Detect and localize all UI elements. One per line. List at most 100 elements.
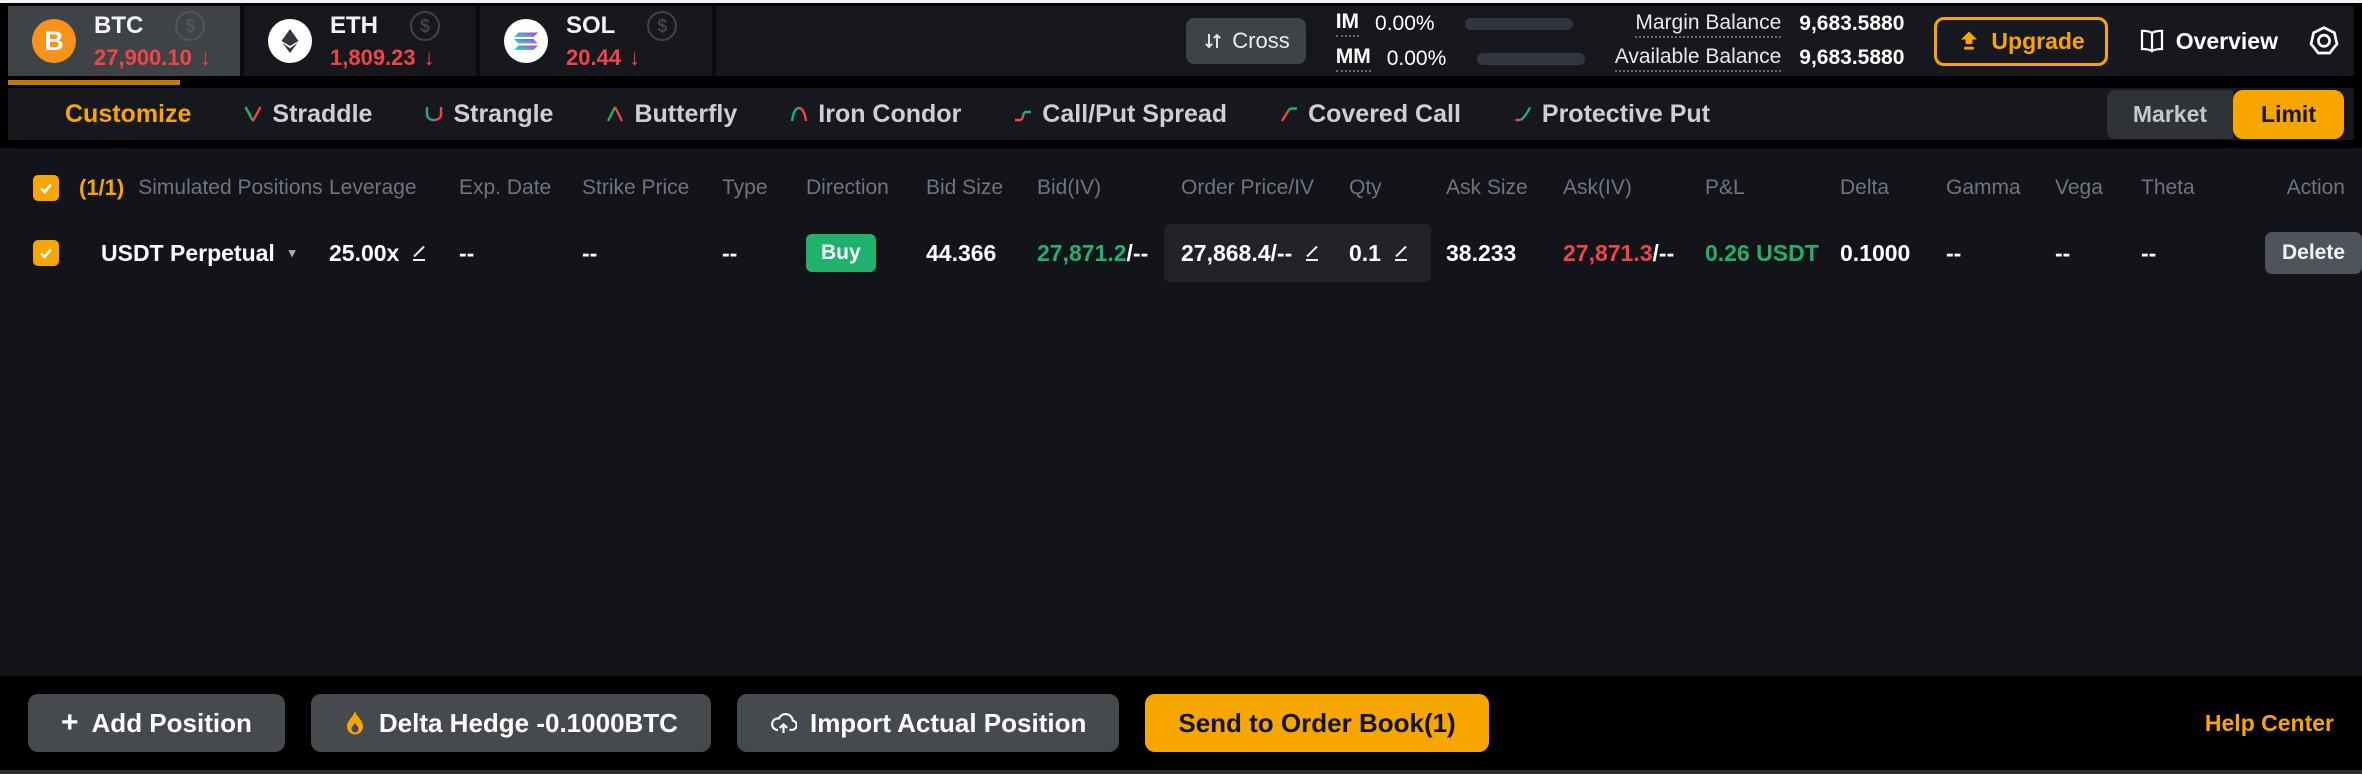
active-ticker-indicator xyxy=(8,80,180,85)
ticker-price: 20.44 xyxy=(566,45,622,70)
mm-label: MM xyxy=(1335,45,1371,72)
straddle-icon xyxy=(244,106,262,122)
edit-icon[interactable] xyxy=(409,243,429,263)
ticker-price: 27,900.10 xyxy=(94,45,192,70)
cell-leverage: 25.00x xyxy=(329,239,400,266)
margin-balance-label: Margin Balance xyxy=(1635,11,1782,38)
upgrade-button[interactable]: Upgrade xyxy=(1934,16,2108,66)
row-checkbox[interactable] xyxy=(33,240,59,266)
table-row: USDT Perpetual ▾ 25.00x -- -- -- Buy 44.… xyxy=(0,224,2362,282)
check-icon xyxy=(40,248,52,259)
overview-button[interactable]: Overview xyxy=(2138,28,2278,55)
import-actual-position-button[interactable]: Import Actual Position xyxy=(736,694,1120,752)
edit-icon[interactable] xyxy=(1302,243,1322,263)
order-type-toggle: Market Limit xyxy=(2106,89,2344,139)
header-type: Type xyxy=(722,176,768,199)
header-theta: Theta xyxy=(2141,176,2195,199)
cell-bid-iv: 27,871.2/-- xyxy=(1037,239,1149,266)
delta-hedge-button[interactable]: Delta Hedge -0.1000BTC xyxy=(310,694,711,752)
ticker-tab-sol[interactable]: SOL $ 20.44 ↓ xyxy=(480,6,716,76)
add-position-button[interactable]: + Add Position xyxy=(28,694,285,752)
im-value: 0.00% xyxy=(1375,11,1435,35)
cloud-upload-icon xyxy=(771,713,797,733)
market-button[interactable]: Market xyxy=(2106,89,2234,139)
cell-gamma: -- xyxy=(1946,239,1962,266)
header-delta: Delta xyxy=(1840,176,1890,199)
im-label: IM xyxy=(1335,10,1360,37)
cell-order-price: 27,868.4/-- xyxy=(1181,239,1293,266)
price-down-icon: ↓ xyxy=(423,45,435,70)
edit-icon[interactable] xyxy=(1391,243,1411,263)
select-all-checkbox[interactable] xyxy=(33,175,59,201)
margin-ratios: IM 0.00% MM 0.00% xyxy=(1335,10,1585,72)
butterfly-icon xyxy=(607,106,624,122)
cell-position: USDT Perpetual xyxy=(101,239,275,266)
simulated-positions-table: (1/1) Simulated Positions Leverage Exp. … xyxy=(0,148,2362,676)
flame-icon xyxy=(346,710,363,734)
footer-bar: + Add Position Delta Hedge -0.1000BTC Im… xyxy=(0,676,2362,770)
table-header-row: (1/1) Simulated Positions Leverage Exp. … xyxy=(0,160,2362,216)
available-balance-value: 9,683.5880 xyxy=(1799,46,1905,69)
cell-bid-size: 44.366 xyxy=(926,239,997,266)
tab-iron-condor[interactable]: Iron Condor xyxy=(789,100,961,129)
header-pnl: P&L xyxy=(1705,176,1745,199)
cell-exp-date: -- xyxy=(459,239,475,266)
cell-qty: 0.1 xyxy=(1349,239,1381,266)
header-order-price-iv: Order Price/IV xyxy=(1181,176,1315,199)
price-down-icon: ↓ xyxy=(199,45,211,70)
tab-customize[interactable]: Customize xyxy=(65,99,192,128)
iron-condor-icon xyxy=(791,106,808,122)
usd-coin-toggle-icon[interactable]: $ xyxy=(175,11,206,41)
window-top-edge xyxy=(0,0,2362,3)
call-put-spread-icon xyxy=(1015,110,1032,122)
cell-vega: -- xyxy=(2055,239,2071,266)
editable-cells-highlight xyxy=(1164,224,1431,282)
cell-type: -- xyxy=(722,239,738,266)
settings-button[interactable] xyxy=(2308,25,2340,57)
tab-straddle[interactable]: Straddle xyxy=(243,100,372,129)
sol-icon xyxy=(504,19,548,63)
help-center-link[interactable]: Help Center xyxy=(2204,709,2334,736)
ticker-bar: B BTC $ 27,900.10 ↓ ETH $ 1,809.23 ↓ xyxy=(8,6,2354,76)
swap-arrows-icon xyxy=(1205,33,1222,49)
usd-coin-toggle-icon[interactable]: $ xyxy=(410,11,440,41)
ticker-tab-btc[interactable]: B BTC $ 27,900.10 ↓ xyxy=(8,6,244,76)
header-bid-size: Bid Size xyxy=(926,176,1004,199)
selected-count: (1/1) xyxy=(79,175,125,200)
header-leverage: Leverage xyxy=(329,176,417,199)
tab-protective-put[interactable]: Protective Put xyxy=(1513,100,1710,129)
im-progress-bar xyxy=(1465,17,1574,30)
balances: Margin Balance 9,683.5880 Available Bala… xyxy=(1614,11,1905,72)
strangle-icon xyxy=(426,107,443,122)
tab-covered-call[interactable]: Covered Call xyxy=(1279,100,1461,129)
tab-call-put-spread[interactable]: Call/Put Spread xyxy=(1013,100,1227,129)
usd-coin-toggle-icon[interactable]: $ xyxy=(647,11,678,41)
ticker-symbol: SOL xyxy=(566,12,616,39)
limit-button[interactable]: Limit xyxy=(2233,89,2344,139)
position-instrument-dropdown[interactable]: USDT Perpetual ▾ xyxy=(79,240,329,267)
cell-pnl: 0.26 USDT xyxy=(1705,239,1819,266)
margin-mode-button[interactable]: Cross xyxy=(1186,18,1306,64)
header-vega: Vega xyxy=(2055,176,2103,199)
ticker-symbol: ETH xyxy=(330,12,378,39)
covered-call-icon xyxy=(1281,107,1298,122)
direction-badge[interactable]: Buy xyxy=(806,234,876,272)
delete-button[interactable]: Delete xyxy=(2265,232,2362,274)
btc-icon: B xyxy=(32,19,76,63)
available-balance-label: Available Balance xyxy=(1614,45,1782,72)
tab-butterfly[interactable]: Butterfly xyxy=(605,100,737,129)
protective-put-icon xyxy=(1515,106,1531,122)
ticker-symbol: BTC xyxy=(94,12,144,39)
tab-strangle[interactable]: Strangle xyxy=(424,100,553,129)
cell-ask-iv: 27,871.3/-- xyxy=(1563,239,1675,266)
strategy-tab-bar: Customize Straddle Strangle Butterfly Ir… xyxy=(8,88,2354,140)
ticker-price: 1,809.23 xyxy=(330,45,416,70)
send-to-order-book-button[interactable]: Send to Order Book(1) xyxy=(1145,694,1489,752)
book-icon xyxy=(2140,29,2163,53)
ticker-tab-eth[interactable]: ETH $ 1,809.23 ↓ xyxy=(244,6,480,76)
window-bottom-edge xyxy=(0,770,2362,774)
cell-delta: 0.1000 xyxy=(1840,239,1911,266)
eth-icon xyxy=(268,19,312,63)
header-ask-size: Ask Size xyxy=(1446,176,1528,199)
